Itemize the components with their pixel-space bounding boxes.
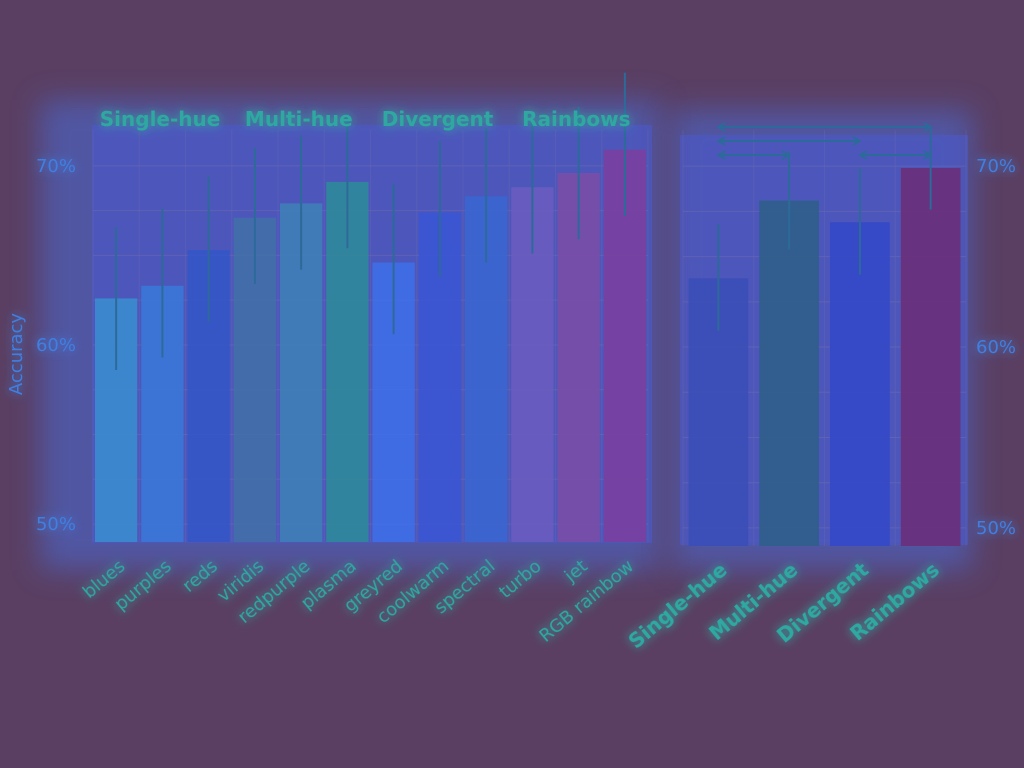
group-labels: Single-hue Multi-hue Divergent Rainbows	[100, 107, 631, 131]
y-tick-label: 70%	[976, 156, 1016, 177]
y-tick-label: 70%	[36, 156, 76, 177]
comparison-arrow	[716, 122, 933, 132]
left-y-tick-labels: 50% 60% 70%	[36, 156, 76, 535]
group-label-multi-hue: Multi-hue	[245, 107, 353, 131]
bar-divergent	[830, 222, 890, 547]
right-y-tick-labels: 50% 60% 70%	[976, 156, 1016, 539]
left-gridlines	[92, 130, 649, 542]
y-tick-label: 60%	[36, 335, 76, 356]
group-label-divergent: Divergent	[382, 107, 494, 131]
bar-multi-hue	[759, 200, 819, 546]
right-error-bars	[717, 126, 932, 331]
bar-rainbows	[900, 167, 961, 546]
comparison-arrow	[716, 136, 862, 146]
left-error-bars	[115, 72, 626, 371]
group-label-rainbows: Rainbows	[522, 107, 630, 131]
group-label-single-hue: Single-hue	[100, 107, 221, 131]
y-tick-label: 50%	[976, 518, 1016, 539]
comparison-arrows	[716, 122, 933, 160]
comparison-arrow	[716, 150, 792, 160]
y-tick-label: 50%	[36, 514, 76, 535]
y-tick-label: 60%	[976, 337, 1016, 358]
comparison-arrow	[857, 150, 933, 160]
right-bars	[688, 167, 961, 547]
y-axis-label: Accuracy	[6, 313, 27, 396]
